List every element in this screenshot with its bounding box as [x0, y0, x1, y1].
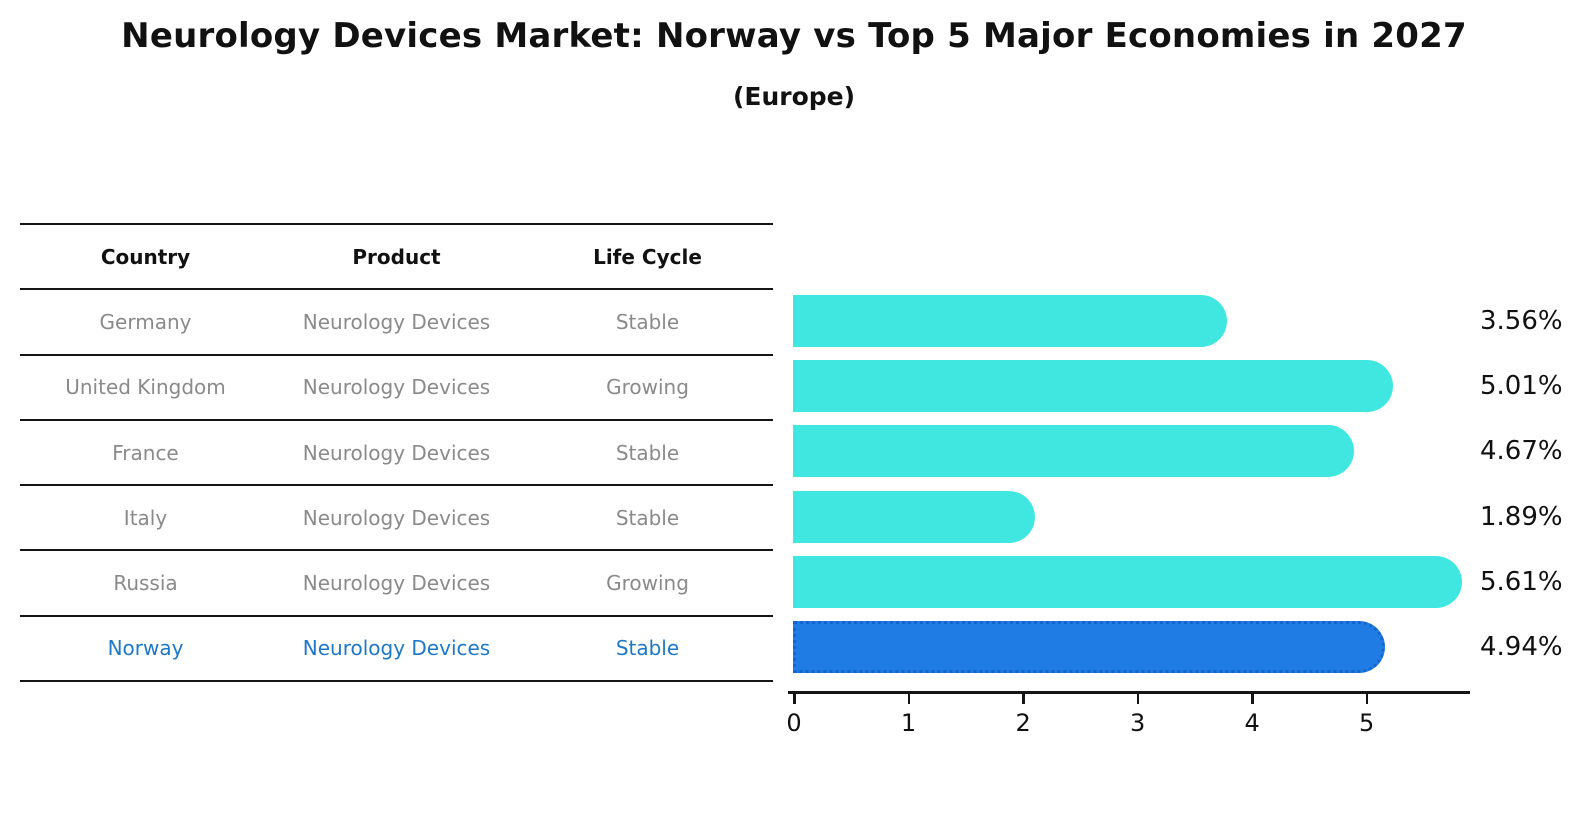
x-axis-tick-label-5: 5	[1359, 709, 1375, 737]
life-cycle-cell: Growing	[606, 571, 689, 596]
x-axis-tick-label-0: 0	[786, 709, 802, 737]
x-axis-tick-label-2: 2	[1015, 709, 1031, 737]
bar-germany	[793, 294, 1227, 347]
country-cell: Country	[100, 244, 191, 269]
value-label-united-kingdom: 5.01%	[1480, 371, 1563, 402]
x-axis-tick-4	[1251, 693, 1254, 704]
bar-chart: 3.56% 5.01% 4.67% 1.89% 5.61% 4.94% 0 1 2 3 4 5	[786, 223, 1588, 763]
table-row-norway: Norway Neurology Devices Stable	[20, 614, 773, 683]
life-cycle-cell: Stable	[615, 636, 680, 661]
life-cycle-cell: Stable	[615, 505, 680, 530]
table-row-header: Country Product Life Cycle	[20, 223, 773, 288]
product-cell: Neurology Devices	[302, 375, 491, 400]
chart-title: Neurology Devices Market: Norway vs Top …	[121, 16, 1467, 56]
value-label-italy: 1.89%	[1480, 501, 1563, 532]
x-axis-tick-label-3: 3	[1129, 709, 1146, 737]
country-cell: Norway	[107, 636, 184, 661]
country-cell: United Kingdom	[65, 375, 226, 400]
x-axis-tick-label-4: 4	[1244, 709, 1260, 737]
life-cycle-cell: Life Cycle	[593, 244, 702, 269]
country-cell: Germany	[99, 309, 192, 334]
value-label-france: 4.67%	[1480, 436, 1563, 467]
x-axis-line	[788, 691, 1470, 694]
bar-norway	[793, 621, 1385, 674]
product-cell: Neurology Devices	[302, 571, 491, 596]
product-cell: Neurology Devices	[302, 505, 491, 530]
table-row-germany: Germany Neurology Devices Stable	[20, 288, 773, 353]
country-table: Country Product Life Cycle Germany Neurology…	[20, 223, 773, 683]
bar-russia	[793, 556, 1462, 609]
bar-france	[793, 425, 1354, 478]
x-axis-tick-label-1: 1	[900, 709, 917, 737]
life-cycle-cell: Stable	[615, 309, 680, 334]
country-cell: Russia	[113, 571, 178, 596]
x-axis-tick-2	[1022, 693, 1025, 704]
table-row-russia: Russia Neurology Devices Growing	[20, 549, 773, 614]
x-axis-tick-3	[1136, 693, 1140, 704]
product-cell: Product	[352, 244, 441, 269]
table-row-united-kingdom: United Kingdom Neurology Devices Growing	[20, 353, 773, 419]
product-cell: Neurology Devices	[302, 440, 491, 465]
product-cell: Neurology Devices	[302, 309, 491, 334]
x-axis-tick-5	[1365, 693, 1369, 704]
bar-italy	[793, 490, 1036, 543]
value-label-germany: 3.56%	[1480, 305, 1563, 336]
life-cycle-cell: Stable	[615, 440, 680, 465]
life-cycle-cell: Growing	[606, 375, 689, 400]
country-cell: France	[112, 440, 179, 465]
x-axis-tick-0	[793, 693, 796, 704]
x-axis-tick-1	[907, 693, 911, 704]
bar-united-kingdom	[793, 360, 1393, 413]
country-cell: Italy	[123, 505, 168, 530]
table-row-france: France Neurology Devices Stable	[20, 418, 773, 484]
value-label-russia: 5.61%	[1480, 567, 1563, 598]
product-cell: Neurology Devices	[302, 636, 491, 661]
chart-subtitle: (Europe)	[732, 82, 856, 111]
value-label-norway: 4.94%	[1480, 632, 1563, 663]
table-row-italy: Italy Neurology Devices Stable	[20, 484, 773, 549]
